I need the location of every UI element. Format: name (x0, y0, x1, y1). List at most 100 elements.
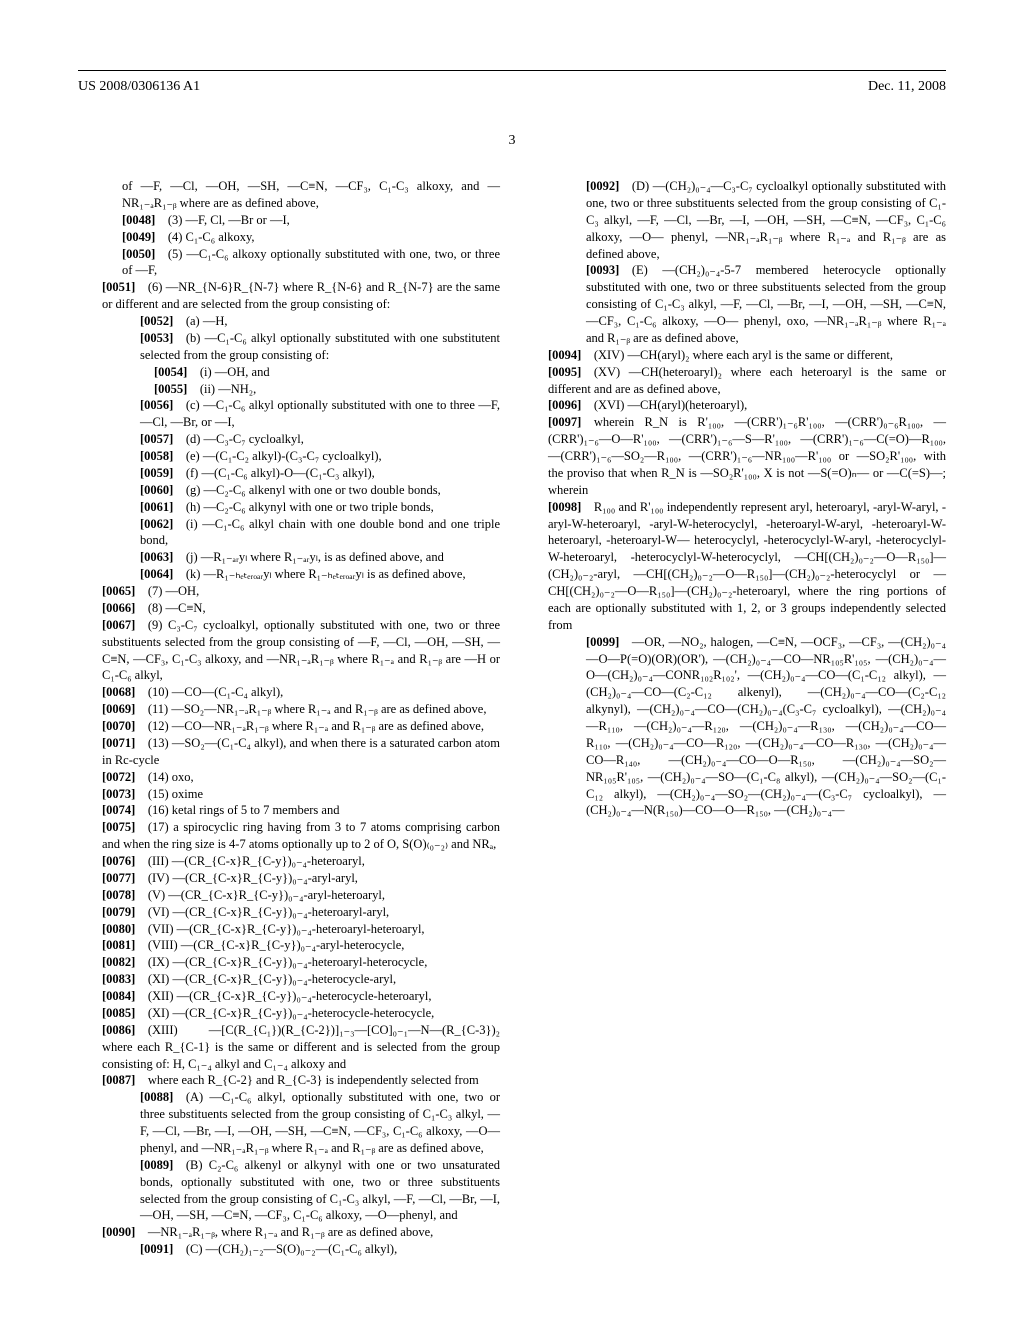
paragraph-number: [0061] (140, 500, 173, 514)
paragraph-text: (IX) —(CR_{C-x}R_{C-y})₀₋₄-heteroaryl-he… (148, 955, 428, 969)
paragraph-number: [0073] (102, 787, 135, 801)
paragraph-number: [0093] (586, 263, 619, 277)
paragraph: [0084] (XII) —(CR_{C-x}R_{C-y})₀₋₄-heter… (78, 988, 500, 1005)
paragraph-number: [0083] (102, 972, 135, 986)
paragraph-text: (16) ketal rings of 5 to 7 members and (148, 803, 340, 817)
paragraph: [0066] (8) —C≡N, (78, 600, 500, 617)
paragraph-number: [0052] (140, 314, 173, 328)
paragraph-number: [0066] (102, 601, 135, 615)
paragraph: [0071] (13) —SO₂—(C₁-C₄ alkyl), and when… (78, 735, 500, 769)
paragraph-number: [0062] (140, 517, 173, 531)
paragraph-text: (8) —C≡N, (148, 601, 206, 615)
paragraph-number: [0078] (102, 888, 135, 902)
paragraph-number: [0055] (154, 382, 187, 396)
paragraph: [0083] (XI) —(CR_{C-x}R_{C-y})₀₋₄-hetero… (78, 971, 500, 988)
paragraph: [0068] (10) —CO—(C₁-C₄ alkyl), (78, 684, 500, 701)
paragraph-text: —NR₁₋ₐR₁₋ᵦ, where R₁₋ₐ and R₁₋ᵦ are as d… (148, 1225, 433, 1239)
paragraph: [0098] R₁₀₀ and R'₁₀₀ independently repr… (524, 499, 946, 634)
paragraph-text: (9) C₃-C₇ cycloalkyl, optionally substit… (102, 618, 500, 683)
paragraph-text: where each R_{C-2} and R_{C-3} is indepe… (148, 1073, 479, 1087)
paragraph-text: (XV) —CH(heteroaryl)₂ where each heteroa… (548, 365, 946, 396)
paragraph-number: [0058] (140, 449, 173, 463)
paragraph-text: (V) —(CR_{C-x}R_{C-y})₀₋₄-aryl-heteroary… (148, 888, 385, 902)
paragraph-text: (D) —(CH₂)₀₋₄—C₃-C₇ cycloalkyl optionall… (586, 179, 946, 261)
paragraph-number: [0074] (102, 803, 135, 817)
paragraph: [0064] (k) —R₁₋ₕₑₜₑᵣₒₐᵣyₗ where R₁₋ₕₑₜₑᵣ… (78, 566, 500, 583)
paragraph-number: [0051] (102, 280, 135, 294)
paragraph-text: (VII) —(CR_{C-x}R_{C-y})₀₋₄-heteroaryl-h… (148, 922, 425, 936)
paragraph-text: (17) a spirocyclic ring having from 3 to… (102, 820, 500, 851)
paragraph-text: R₁₀₀ and R'₁₀₀ independently represent a… (548, 500, 946, 632)
header-rule (78, 70, 946, 71)
paragraph: [0095] (XV) —CH(heteroaryl)₂ where each … (524, 364, 946, 398)
paragraph-text: (IV) —(CR_{C-x}R_{C-y})₀₋₄-aryl-aryl, (148, 871, 358, 885)
paragraph-number: [0060] (140, 483, 173, 497)
patent-page: US 2008/0306136 A1 Dec. 11, 2008 3 of —F… (0, 0, 1024, 1320)
paragraph-number: [0054] (154, 365, 187, 379)
paragraph-number: [0071] (102, 736, 135, 750)
paragraph: [0078] (V) —(CR_{C-x}R_{C-y})₀₋₄-aryl-he… (78, 887, 500, 904)
paragraph: [0081] (VIII) —(CR_{C-x}R_{C-y})₀₋₄-aryl… (78, 937, 500, 954)
paragraph-text: (10) —CO—(C₁-C₄ alkyl), (148, 685, 283, 699)
paragraph: [0075] (17) a spirocyclic ring having fr… (78, 819, 500, 853)
paragraph: [0067] (9) C₃-C₇ cycloalkyl, optionally … (78, 617, 500, 685)
paragraph-number: [0095] (548, 365, 581, 379)
paragraph-number: [0081] (102, 938, 135, 952)
paragraph-number: [0050] (122, 247, 155, 261)
paragraph: [0052] (a) —H, (78, 313, 500, 330)
paragraph-text: (j) —R₁₋ₐᵣyₗ where R₁₋ₐᵣyₗ, is as define… (186, 550, 444, 564)
paragraph: [0092] (D) —(CH₂)₀₋₄—C₃-C₇ cycloalkyl op… (524, 178, 946, 262)
paragraph: [0086] (XIII) —[C(R_{C₁})(R_{C-2})]₁₋₃—[… (78, 1022, 500, 1073)
paragraph-number: [0099] (586, 635, 619, 649)
paragraph-text: (h) —C₂-C₆ alkynyl with one or two tripl… (186, 500, 434, 514)
paragraph: [0082] (IX) —(CR_{C-x}R_{C-y})₀₋₄-hetero… (78, 954, 500, 971)
paragraph: [0097] wherein R_N is R'₁₀₀, —(CRR')₁₋₆R… (524, 414, 946, 498)
paragraph-text: (VIII) —(CR_{C-x}R_{C-y})₀₋₄-aryl-hetero… (148, 938, 405, 952)
paragraph: [0096] (XVI) —CH(aryl)(heteroaryl), (524, 397, 946, 414)
paragraph: [0073] (15) oxime (78, 786, 500, 803)
paragraph-text: (7) —OH, (148, 584, 199, 598)
paragraph-number: [0053] (140, 331, 173, 345)
paragraph: [0094] (XIV) —CH(aryl)₂ where each aryl … (524, 347, 946, 364)
paragraph-number: [0084] (102, 989, 135, 1003)
paragraph-number: [0091] (140, 1242, 173, 1256)
paragraph: [0085] (XI) —(CR_{C-x}R_{C-y})₀₋₄-hetero… (78, 1005, 500, 1022)
paragraph: [0077] (IV) —(CR_{C-x}R_{C-y})₀₋₄-aryl-a… (78, 870, 500, 887)
paragraph-number: [0063] (140, 550, 173, 564)
publication-number: US 2008/0306136 A1 (78, 78, 200, 97)
paragraph-text: (i) —OH, and (200, 365, 270, 379)
paragraph-number: [0079] (102, 905, 135, 919)
paragraph: [0049] (4) C₁-C₆ alkoxy, (78, 229, 500, 246)
paragraph-text: (c) —C₁-C₆ alkyl optionally substituted … (140, 398, 500, 429)
paragraph-text: (g) —C₂-C₆ alkenyl with one or two doubl… (186, 483, 441, 497)
paragraph: [0076] (III) —(CR_{C-x}R_{C-y})₀₋₄-heter… (78, 853, 500, 870)
paragraph-text: (ii) —NH₂, (200, 382, 256, 396)
paragraph-number: [0076] (102, 854, 135, 868)
paragraph-text: (11) —SO₂—NR₁₋ₐR₁₋ᵦ where R₁₋ₐ and R₁₋ᵦ … (148, 702, 487, 716)
paragraph-number: [0087] (102, 1073, 135, 1087)
paragraph: [0048] (3) —F, Cl, —Br or —I, (78, 212, 500, 229)
paragraph-text: (XI) —(CR_{C-x}R_{C-y})₀₋₄-heterocycle-a… (148, 972, 396, 986)
paragraph: [0090] —NR₁₋ₐR₁₋ᵦ, where R₁₋ₐ and R₁₋ᵦ a… (78, 1224, 500, 1241)
paragraph-text: (XI) —(CR_{C-x}R_{C-y})₀₋₄-heterocycle-h… (148, 1006, 434, 1020)
paragraph-number: [0064] (140, 567, 173, 581)
paragraph-text: (e) —(C₁-C₂ alkyl)-(C₃-C₇ cycloalkyl), (186, 449, 382, 463)
paragraph-text: (12) —CO—NR₁₋ₐR₁₋ᵦ where R₁₋ₐ and R₁₋ᵦ a… (148, 719, 484, 733)
paragraph-text: (5) —C₁-C₆ alkoxy optionally substituted… (122, 247, 500, 278)
paragraph-number: [0086] (102, 1023, 135, 1037)
paragraph: [0058] (e) —(C₁-C₂ alkyl)-(C₃-C₇ cycloal… (78, 448, 500, 465)
paragraph: [0070] (12) —CO—NR₁₋ₐR₁₋ᵦ where R₁₋ₐ and… (78, 718, 500, 735)
paragraph-number: [0068] (102, 685, 135, 699)
paragraph: [0050] (5) —C₁-C₆ alkoxy optionally subs… (78, 246, 500, 280)
paragraph: [0057] (d) —C₃-C₇ cycloalkyl, (78, 431, 500, 448)
paragraph-text: of —F, —Cl, —OH, —SH, —C≡N, —CF₃, C₁-C₃ … (122, 179, 500, 210)
paragraph-number: [0088] (140, 1090, 173, 1104)
paragraph-number: [0057] (140, 432, 173, 446)
paragraph: [0063] (j) —R₁₋ₐᵣyₗ where R₁₋ₐᵣyₗ, is as… (78, 549, 500, 566)
paragraph-number: [0077] (102, 871, 135, 885)
paragraph: [0061] (h) —C₂-C₆ alkynyl with one or tw… (78, 499, 500, 516)
paragraph-text: (III) —(CR_{C-x}R_{C-y})₀₋₄-heteroaryl, (148, 854, 365, 868)
paragraph-text: (f) —(C₁-C₆ alkyl)-O—(C₁-C₃ alkyl), (186, 466, 375, 480)
paragraph: [0053] (b) —C₁-C₆ alkyl optionally subst… (78, 330, 500, 364)
paragraph-number: [0092] (586, 179, 619, 193)
